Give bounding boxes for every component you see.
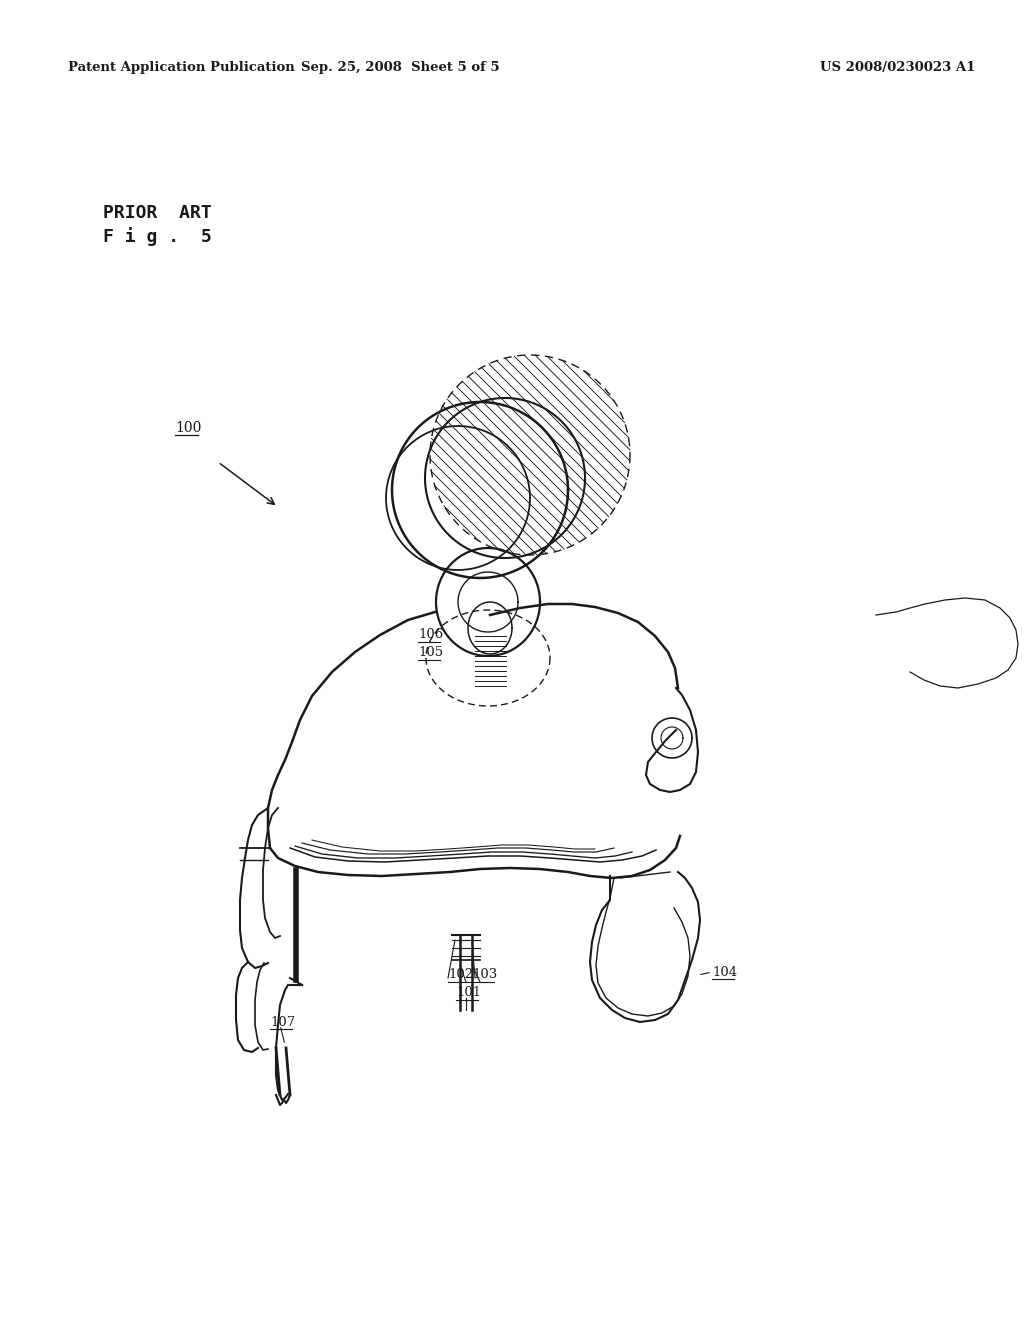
Text: 102: 102 xyxy=(449,969,473,982)
Text: 105: 105 xyxy=(418,647,443,660)
Text: 104: 104 xyxy=(712,965,737,978)
Text: 100: 100 xyxy=(175,421,202,436)
Text: US 2008/0230023 A1: US 2008/0230023 A1 xyxy=(820,62,976,74)
Text: Patent Application Publication: Patent Application Publication xyxy=(68,62,295,74)
Text: 107: 107 xyxy=(270,1015,295,1028)
Text: 103: 103 xyxy=(472,969,498,982)
Text: 101: 101 xyxy=(456,986,481,999)
Text: Sep. 25, 2008  Sheet 5 of 5: Sep. 25, 2008 Sheet 5 of 5 xyxy=(301,62,500,74)
Text: PRIOR  ART: PRIOR ART xyxy=(103,205,212,222)
Text: 106: 106 xyxy=(418,628,443,642)
Text: F i g .  5: F i g . 5 xyxy=(103,227,212,247)
